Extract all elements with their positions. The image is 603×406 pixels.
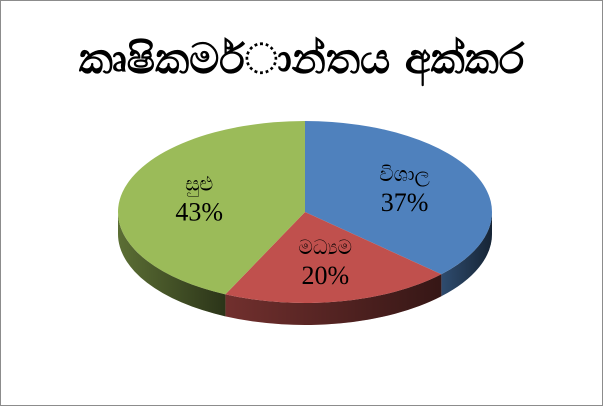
pie-slice-3 [117, 121, 305, 295]
pie-side-shade-2 [225, 274, 442, 325]
pie-top-faces [117, 121, 493, 303]
slice-label-2: මධ්‍යම [299, 235, 353, 259]
slice-value-2: 20% [301, 261, 349, 290]
pie-side-walls [118, 212, 492, 325]
pie-slice-1 [305, 121, 493, 275]
pie-side-shade-1 [441, 212, 492, 297]
pie-slice-2 [225, 212, 442, 303]
slice-value-3: 43% [175, 197, 223, 226]
slice-value-1: 37% [381, 188, 429, 217]
pie-side-shade-3 [118, 212, 226, 317]
chart-title: කෘෂිකමර්ාන්තය අක්කර [78, 34, 525, 83]
slice-label-1: විශාල [379, 162, 430, 187]
slice-label-3: සුළු [185, 171, 213, 197]
